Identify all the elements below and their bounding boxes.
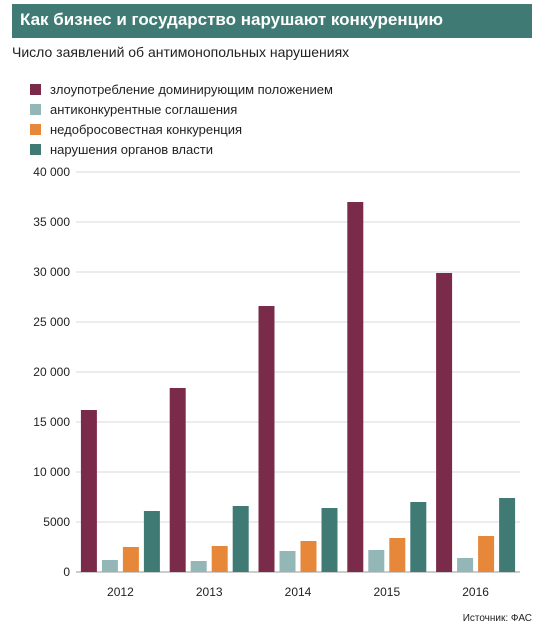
legend-item-authorities: нарушения органов власти [30,140,333,159]
bar [347,202,364,572]
legend-label-abuse: злоупотребление доминирующим положением [50,82,333,97]
source-note: Источник: ФАС [462,613,532,624]
gridlines [76,171,520,573]
axis-labels: 0 5000 10 000 15 000 20 000 25 000 30 000 35 00… [33,165,489,599]
y-tick-label: 10 000 [33,465,70,479]
bar [258,306,275,572]
bar [478,536,495,572]
bar [143,511,160,572]
bar [190,561,207,572]
legend-label-authorities: нарушения органов власти [50,142,213,157]
bar [457,558,474,572]
bar [436,273,453,572]
legend-item-unfair: недобросовестная конкуренция [30,120,333,139]
bar [300,541,317,572]
bar [499,498,516,572]
y-tick-label: 20 000 [33,365,70,379]
bar [211,546,228,572]
legend-swatch-authorities [30,144,41,155]
legend-swatch-agreements [30,104,41,115]
legend-item-abuse: злоупотребление доминирующим положением [30,80,333,99]
y-tick-label: 40 000 [33,165,70,179]
y-tick-label: 30 000 [33,265,70,279]
bar [410,502,427,572]
bar [368,550,385,572]
bar [122,547,139,572]
x-tick-label: 2012 [107,585,134,599]
bar [279,551,296,572]
legend: злоупотребление доминирующим положением … [30,80,333,160]
bar [389,538,406,572]
x-tick-label: 2014 [285,585,312,599]
chart-title: Как бизнес и государство нарушают конкур… [20,10,444,29]
bar [321,508,338,572]
title-bar: Как бизнес и государство нарушают конкур… [12,4,532,38]
bars [80,202,516,572]
bar [232,506,249,572]
y-tick-label: 35 000 [33,215,70,229]
legend-swatch-abuse [30,84,41,95]
bar [169,388,186,572]
bar [101,560,118,572]
legend-swatch-unfair [30,124,41,135]
legend-item-agreements: антиконкурентные соглашения [30,100,333,119]
legend-label-unfair: недобросовестная конкуренция [50,122,243,137]
y-tick-label: 25 000 [33,315,70,329]
legend-label-agreements: антиконкурентные соглашения [50,102,238,117]
x-tick-label: 2015 [373,585,400,599]
x-tick-label: 2013 [196,585,223,599]
y-tick-label: 0 [63,565,70,579]
bar [80,410,97,572]
chart-subtitle: Число заявлений об антимонопольных наруш… [12,44,350,60]
y-tick-label: 5000 [43,515,70,529]
x-tick-label: 2016 [462,585,489,599]
y-tick-label: 15 000 [33,415,70,429]
